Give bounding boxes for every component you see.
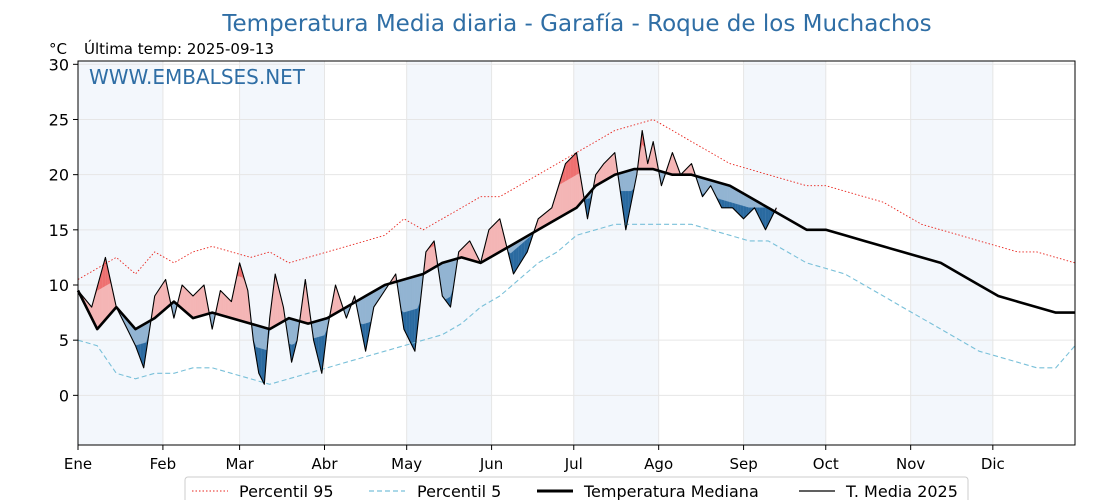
fill-above-median (222, 292, 227, 317)
month-band (406, 61, 492, 445)
fill-below-median (444, 261, 448, 304)
plot-background (78, 61, 993, 445)
fill-extreme-low (411, 309, 416, 352)
fill-above-median (496, 218, 501, 254)
fill-extreme-low (729, 201, 733, 208)
fill-above-median (225, 295, 229, 318)
legend-label-p95: Percentil 95 (239, 482, 334, 500)
unit-label: °C (49, 40, 67, 58)
y-tick-label: 25 (49, 110, 69, 129)
fill-extreme-low (721, 199, 725, 208)
fill-extreme-high (570, 154, 574, 179)
fill-extreme-high (573, 152, 577, 177)
x-tick-label: Nov (896, 455, 925, 473)
y-tick-label: 20 (49, 166, 69, 185)
legend-box (184, 476, 969, 500)
month-band (78, 61, 163, 445)
legend-label-p5: Percentil 5 (417, 482, 501, 500)
fill-above-median (195, 290, 199, 318)
line-t-media-2025 (77, 129, 777, 385)
series-lines (76, 119, 1076, 385)
month-band (910, 61, 993, 445)
fill-above-median (611, 152, 616, 177)
line-percentil-5 (77, 223, 1076, 385)
y-tick-label: 5 (59, 331, 69, 350)
line-percentil-95 (77, 119, 1076, 280)
x-tick-label: Mar (225, 455, 254, 473)
y-tick-label: 15 (49, 221, 69, 240)
y-tick-label: 30 (49, 55, 69, 74)
y-axis: 0 5 10 15 20 25 30 (49, 55, 78, 405)
legend-label-median: Temperatura Mediana (583, 482, 759, 500)
legend: Percentil 95 Percentil 5 Temperatura Med… (184, 476, 969, 500)
chart-title: Temperatura Media diaria - Garafía - Roq… (221, 11, 931, 37)
x-tick-label: Feb (150, 455, 177, 473)
x-tick-label: Abr (312, 455, 339, 473)
x-tick-label: Oct (813, 455, 839, 473)
x-tick-label: May (391, 455, 422, 473)
month-band (573, 61, 659, 445)
last-temp-label: Última temp: 2025-09-13 (84, 39, 274, 58)
fill-above-median (190, 292, 194, 319)
x-tick-label: Jul (564, 455, 583, 473)
x-axis: Ene Feb Mar Abr May Jun Jul Ago Sep Oct Nov Dic (64, 445, 1005, 473)
x-tick-label: Ago (644, 455, 673, 473)
fill-above-median (198, 287, 202, 317)
legend-label-current: T. Media 2025 (845, 482, 958, 500)
fill-above-median (181, 284, 186, 312)
fill-above-median (494, 221, 498, 256)
month-band (743, 61, 826, 445)
line-temperatura-mediana (76, 167, 1075, 331)
fill-above-median (609, 154, 613, 179)
fill-above-median (606, 157, 610, 180)
y-tick-label: 0 (59, 386, 69, 405)
fill-above-median (491, 223, 495, 257)
month-band (239, 61, 325, 445)
plot-frame (77, 60, 1076, 446)
fill-above-median (192, 292, 196, 319)
watermark: WWW.EMBALSES.NET (89, 65, 306, 89)
x-tick-label: Ene (64, 455, 92, 473)
x-tick-label: Sep (729, 455, 757, 473)
x-tick-label: Dic (981, 455, 1005, 473)
fill-extreme-low (724, 200, 728, 208)
fill-above-median (220, 290, 224, 317)
grid-lines (77, 61, 1075, 445)
fill-extreme-low (726, 201, 731, 208)
fill-below-median (442, 261, 446, 301)
x-tick-label: Jun (479, 455, 503, 473)
fill-extreme-high (568, 157, 572, 180)
fill-above-median (184, 287, 188, 314)
fill-above-median (201, 284, 205, 317)
fill-above-median (187, 290, 191, 317)
fill-above-median (162, 278, 166, 312)
fill-above-median (488, 226, 492, 259)
y-tick-label: 10 (49, 276, 69, 295)
